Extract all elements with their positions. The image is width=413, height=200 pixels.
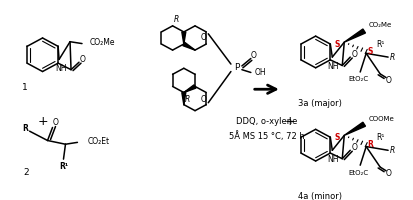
Text: O: O <box>80 55 86 64</box>
Text: O: O <box>351 143 356 152</box>
Text: S: S <box>334 133 339 142</box>
Text: NH: NH <box>327 62 338 71</box>
Text: R: R <box>23 124 28 133</box>
Text: CO₂Me: CO₂Me <box>90 38 115 47</box>
Text: OH: OH <box>254 68 266 77</box>
Text: R: R <box>389 53 394 62</box>
Text: R: R <box>173 15 179 24</box>
Text: 4a (minor): 4a (minor) <box>297 192 341 200</box>
Text: 2: 2 <box>24 168 29 177</box>
Polygon shape <box>183 85 196 93</box>
Text: NH: NH <box>327 155 338 164</box>
Text: COOMe: COOMe <box>367 116 393 122</box>
Text: O: O <box>384 169 390 178</box>
Text: R: R <box>366 140 372 149</box>
Text: R: R <box>185 95 190 104</box>
Text: O: O <box>351 50 356 59</box>
Text: 3a (major): 3a (major) <box>297 99 341 108</box>
Text: O: O <box>200 95 206 104</box>
Text: CO₂Et: CO₂Et <box>87 137 109 146</box>
Text: O: O <box>250 51 256 60</box>
Text: O: O <box>52 118 58 127</box>
Polygon shape <box>181 93 185 105</box>
Text: DDQ, o-xylene: DDQ, o-xylene <box>235 117 297 126</box>
Text: CO₂Me: CO₂Me <box>367 22 390 28</box>
Text: P: P <box>234 63 239 72</box>
Text: R¹: R¹ <box>59 162 68 171</box>
Text: O: O <box>200 33 206 42</box>
Text: S: S <box>367 47 372 56</box>
Text: 5Å MS 15 °C, 72 h: 5Å MS 15 °C, 72 h <box>228 131 304 141</box>
Text: +: + <box>37 115 48 128</box>
Text: 1: 1 <box>22 83 27 92</box>
Polygon shape <box>344 29 365 42</box>
Text: +: + <box>284 115 294 128</box>
Text: S: S <box>334 40 339 49</box>
Polygon shape <box>183 42 195 50</box>
Text: R: R <box>389 146 394 155</box>
Text: NH: NH <box>55 64 66 73</box>
Text: R¹: R¹ <box>375 133 383 142</box>
Text: EtO₂C: EtO₂C <box>347 170 368 176</box>
Polygon shape <box>344 122 365 135</box>
Text: R¹: R¹ <box>375 40 383 49</box>
Polygon shape <box>181 32 185 44</box>
Text: EtO₂C: EtO₂C <box>347 76 368 82</box>
Text: O: O <box>384 76 390 85</box>
